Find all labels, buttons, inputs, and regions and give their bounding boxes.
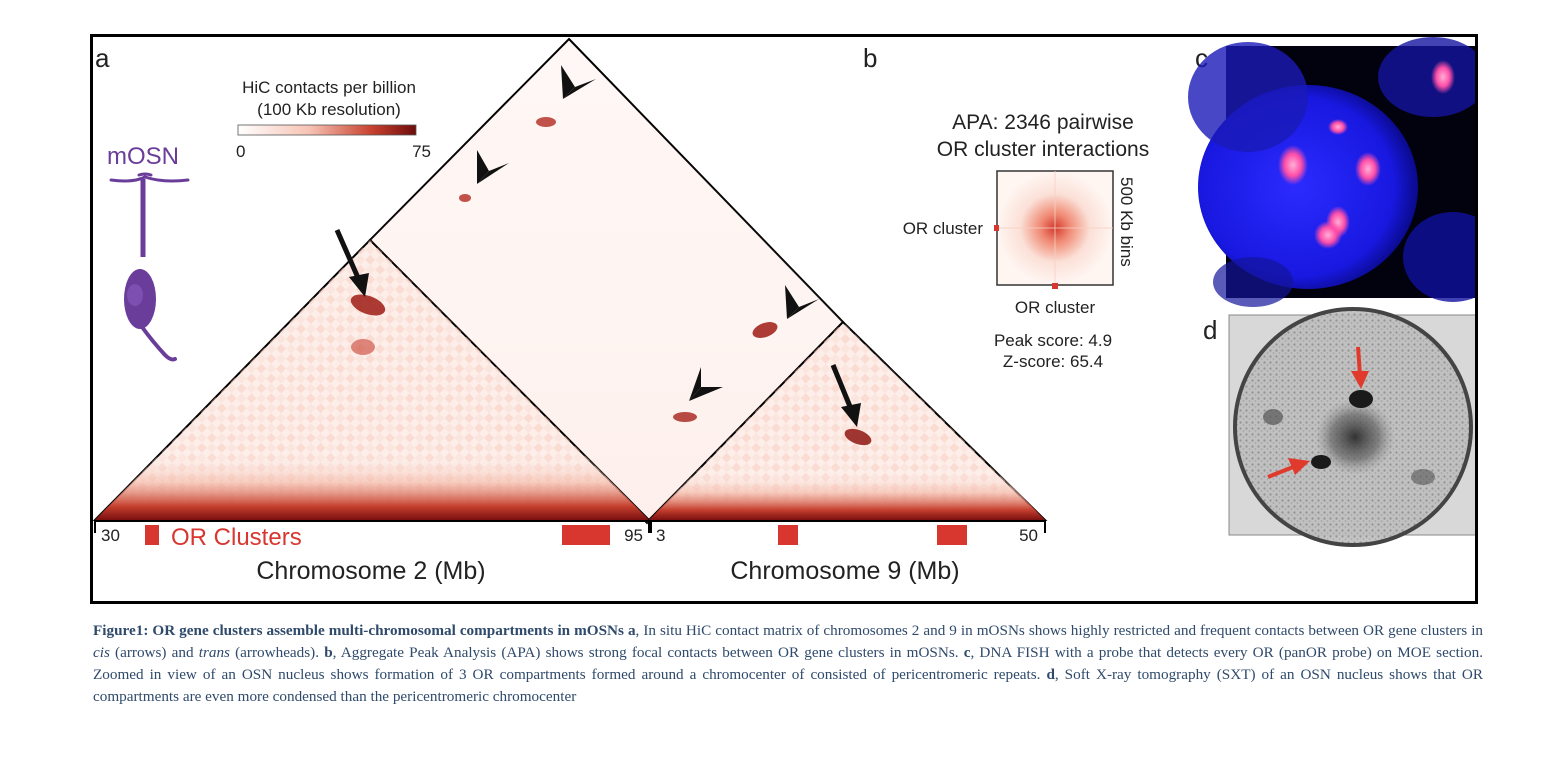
apa-peak-score: Peak score: 4.9 <box>994 331 1112 350</box>
mosn-neuron-icon: mOSN <box>107 143 190 362</box>
caption-cis: cis <box>93 644 110 661</box>
apa-title-line1: APA: 2346 pairwise <box>952 111 1134 134</box>
caption-title: Figure1: OR gene clusters assemble multi… <box>93 622 636 639</box>
chr9-start-tick: 3 <box>656 526 665 545</box>
trans-arrowhead-2 <box>477 163 509 184</box>
apa-col-label: OR cluster <box>1015 298 1096 317</box>
colorbar-min-label: 0 <box>236 142 245 161</box>
figure-caption: Figure1: OR gene clusters assemble multi… <box>93 620 1483 708</box>
panel-letter-b: b <box>863 43 877 73</box>
apa-col-marker <box>1052 283 1058 289</box>
trans-arrowhead-3 <box>787 299 819 319</box>
chr9-axis: 3 50 Chromosome 9 (Mb) <box>649 520 1046 585</box>
trans-arrowheads <box>477 65 819 401</box>
chr2-or-cluster-bar-2 <box>562 525 610 545</box>
chr2-or-cluster-bar-1 <box>145 525 159 545</box>
apa-bins-label: 500 Kb bins <box>1117 177 1136 267</box>
colorbar-title-line2: (100 Kb resolution) <box>257 100 401 119</box>
caption-letter-d: d <box>1046 666 1055 683</box>
figure-panel: a b c d HiC contacts per billion (100 Kb… <box>90 34 1478 604</box>
apa-row-marker <box>994 225 999 231</box>
caption-a-text-3: (arrowheads). <box>229 644 325 661</box>
hic-contact-matrix <box>93 37 1048 525</box>
apa-panel: APA: 2346 pairwise OR cluster interactio… <box>903 111 1150 371</box>
caption-trans: trans <box>198 644 230 661</box>
apa-row-label: OR cluster <box>903 219 984 238</box>
colorbar-gradient <box>237 124 417 136</box>
trans-arrowhead-1 <box>563 79 596 99</box>
chr9-or-cluster-bar-2 <box>937 525 967 545</box>
sxt-arrow-2 <box>1288 458 1310 475</box>
chr2-end-tick: 95 <box>624 526 643 545</box>
chr2-axis-label: Chromosome 2 (Mb) <box>256 557 485 585</box>
cis-arrow-chr2 <box>334 228 362 282</box>
colorbar-title-line1: HiC contacts per billion <box>242 78 416 97</box>
caption-letter-c: c <box>963 644 971 661</box>
panel-letter-d: d <box>1203 315 1217 345</box>
caption-a-text-2: (arrows) and <box>109 644 199 661</box>
apa-title-line2: OR cluster interactions <box>937 138 1149 161</box>
cis-arrow-chr9 <box>830 364 854 410</box>
chr2-axis: 30 95 OR Clusters Chromosome 2 (Mb) <box>94 520 650 585</box>
cis-arrows <box>334 228 861 427</box>
caption-letter-b: b <box>324 644 333 661</box>
cis-arrow-chr9-head <box>841 403 861 427</box>
colorbar: HiC contacts per billion (100 Kb resolut… <box>236 78 431 161</box>
sxt-image <box>1228 307 1475 547</box>
chr9-end-tick: 50 <box>1019 526 1038 545</box>
apa-z-score: Z-score: 65.4 <box>1003 352 1103 371</box>
or-clusters-label: OR Clusters <box>171 524 302 551</box>
fish-image <box>1188 37 1475 307</box>
panel-letter-a: a <box>95 43 110 73</box>
colorbar-max-label: 75 <box>412 142 431 161</box>
cis-arrow-chr2-head <box>349 273 369 297</box>
chr9-axis-label: Chromosome 9 (Mb) <box>730 557 959 585</box>
caption-letter-a: a <box>627 622 636 639</box>
chr2-start-tick: 30 <box>101 526 120 545</box>
caption-d-text: , Soft X-ray tomography (SXT) of an OSN … <box>93 666 1483 705</box>
figure-svg: a b c d HiC contacts per billion (100 Kb… <box>93 37 1475 585</box>
chr9-or-cluster-bar-1 <box>778 525 798 545</box>
caption-c-text: , DNA FISH with a probe that detects eve… <box>93 644 1484 683</box>
sxt-arrow-1 <box>1351 371 1369 389</box>
caption-a-text-1: , In situ HiC contact matrix of chromoso… <box>635 622 1484 639</box>
mosn-label: mOSN <box>107 143 179 170</box>
caption-b-text: , Aggregate Peak Analysis (APA) shows st… <box>332 644 964 661</box>
trans-arrowhead-4 <box>689 387 723 401</box>
